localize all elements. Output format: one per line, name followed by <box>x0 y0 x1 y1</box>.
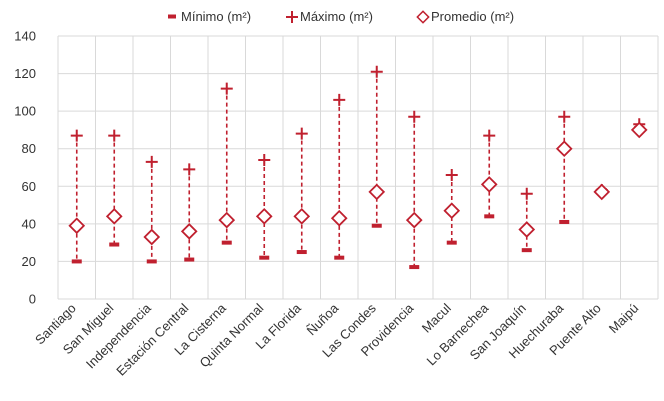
max-marker <box>408 110 421 123</box>
max-marker <box>258 153 271 166</box>
min-marker <box>259 255 270 260</box>
avg-marker <box>443 202 461 220</box>
y-tick-label: 60 <box>22 179 36 194</box>
y-tick-label: 0 <box>29 292 36 307</box>
min-marker <box>446 240 457 245</box>
min-marker <box>109 242 120 247</box>
legend-item-promedio: Promedio (m²) <box>416 9 514 24</box>
min-marker <box>221 240 232 245</box>
avg-marker <box>405 211 423 229</box>
x-tick-label: Maipú <box>606 301 642 337</box>
legend-label-minimo: Mínimo (m²) <box>181 9 251 24</box>
max-marker <box>445 169 458 182</box>
x-tick-label: Macul <box>419 300 454 335</box>
max-marker <box>295 127 308 140</box>
legend-item-maximo: Máximo (m²) <box>286 9 373 24</box>
y-tick-label: 100 <box>14 104 36 119</box>
min-marker <box>521 248 532 253</box>
min-marker <box>559 219 570 224</box>
avg-marker <box>180 223 198 240</box>
min-marker <box>334 255 345 260</box>
max-marker <box>333 93 346 106</box>
min-marker <box>296 250 307 255</box>
avg-marker <box>143 228 161 246</box>
y-axis: 0 20 40 60 80 100 120 140 <box>14 29 36 307</box>
max-marker <box>183 163 196 176</box>
y-tick-label: 140 <box>14 29 36 44</box>
legend-marker-maximo <box>286 11 298 23</box>
max-marker <box>108 129 121 142</box>
min-marker <box>71 259 82 264</box>
max-marker <box>220 82 233 95</box>
min-marker <box>184 257 195 262</box>
x-tick-label: Independencia <box>83 300 154 371</box>
data-marks <box>68 65 648 270</box>
y-tick-label: 40 <box>22 216 36 231</box>
avg-marker <box>518 221 536 238</box>
avg-marker <box>218 211 236 229</box>
avg-marker <box>368 183 386 201</box>
legend-marker-minimo <box>168 14 176 19</box>
avg-marker <box>68 217 86 235</box>
legend-item-minimo: Mínimo (m²) <box>168 9 251 24</box>
max-marker <box>370 65 383 78</box>
avg-marker <box>255 207 273 225</box>
min-marker <box>484 214 495 219</box>
max-marker <box>558 110 571 123</box>
avg-marker <box>293 207 311 225</box>
y-tick-label: 20 <box>22 254 36 269</box>
avg-marker <box>105 207 123 225</box>
avg-marker <box>330 209 348 227</box>
avg-marker <box>555 140 573 158</box>
grid <box>57 35 659 300</box>
avg-marker <box>593 183 611 201</box>
legend: Mínimo (m²) Máximo (m²) Promedio (m²) <box>168 9 514 24</box>
max-marker <box>70 129 83 142</box>
avg-marker <box>630 121 648 139</box>
min-marker <box>146 259 157 264</box>
max-marker <box>520 187 533 200</box>
legend-label-maximo: Máximo (m²) <box>300 9 373 24</box>
max-marker <box>145 155 158 168</box>
min-marker <box>409 265 420 270</box>
avg-marker <box>480 176 498 193</box>
min-marker <box>371 223 382 228</box>
legend-marker-promedio <box>416 10 430 24</box>
max-marker <box>483 129 496 142</box>
y-tick-label: 120 <box>14 66 36 81</box>
legend-label-promedio: Promedio (m²) <box>431 9 514 24</box>
y-tick-label: 80 <box>22 141 36 156</box>
